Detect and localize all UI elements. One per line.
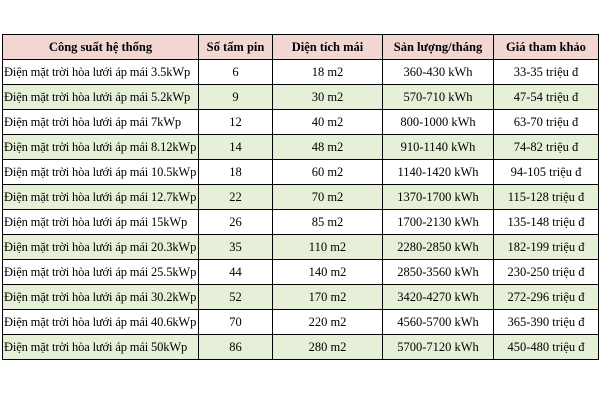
cell-roof-area: 30 m2 [272, 84, 383, 110]
cell-monthly-output: 3420-4270 kWh [382, 284, 494, 310]
cell-system-capacity: Điện mặt trời hòa lưới áp mái 8.12kWp [2, 134, 199, 160]
cell-system-capacity: Điện mặt trời hòa lưới áp mái 30.2kWp [2, 284, 199, 310]
cell-monthly-output: 1140-1420 kWh [382, 159, 494, 185]
cell-panel-count: 70 [198, 309, 273, 335]
cell-roof-area: 110 m2 [272, 234, 383, 260]
cell-reference-price: 63-70 triệu đ [493, 109, 599, 135]
solar-pricing-table: Công suất hệ thống Số tấm pin Diện tích … [2, 34, 599, 360]
cell-system-capacity: Điện mặt trời hòa lưới áp mái 15kWp [2, 209, 199, 235]
cell-roof-area: 70 m2 [272, 184, 383, 210]
cell-monthly-output: 1370-1700 kWh [382, 184, 494, 210]
table-row: Điện mặt trời hòa lưới áp mái 7kWp 12 40… [2, 109, 599, 135]
cell-reference-price: 272-296 triệu đ [493, 284, 599, 310]
table-row: Điện mặt trời hòa lưới áp mái 15kWp 26 8… [2, 209, 599, 235]
cell-roof-area: 18 m2 [272, 59, 383, 85]
header-system-capacity: Công suất hệ thống [2, 34, 199, 60]
cell-reference-price: 33-35 triệu đ [493, 59, 599, 85]
pricing-table-container: Công suất hệ thống Số tấm pin Diện tích … [2, 34, 599, 360]
cell-panel-count: 35 [198, 234, 273, 260]
table-row: Điện mặt trời hòa lưới áp mái 50kWp 86 2… [2, 334, 599, 360]
table-row: Điện mặt trời hòa lưới áp mái 8.12kWp 14… [2, 134, 599, 160]
cell-system-capacity: Điện mặt trời hòa lưới áp mái 5.2kWp [2, 84, 199, 110]
cell-panel-count: 22 [198, 184, 273, 210]
cell-panel-count: 52 [198, 284, 273, 310]
cell-roof-area: 40 m2 [272, 109, 383, 135]
cell-panel-count: 9 [198, 84, 273, 110]
cell-roof-area: 220 m2 [272, 309, 383, 335]
cell-reference-price: 135-148 triệu đ [493, 209, 599, 235]
cell-system-capacity: Điện mặt trời hòa lưới áp mái 3.5kWp [2, 59, 199, 85]
cell-reference-price: 450-480 triệu đ [493, 334, 599, 360]
cell-monthly-output: 2850-3560 kWh [382, 259, 494, 285]
cell-monthly-output: 2280-2850 kWh [382, 234, 494, 260]
cell-system-capacity: Điện mặt trời hòa lưới áp mái 7kWp [2, 109, 199, 135]
header-reference-price: Giá tham khảo [493, 34, 599, 60]
cell-monthly-output: 910-1140 kWh [382, 134, 494, 160]
table-row: Điện mặt trời hòa lưới áp mái 5.2kWp 9 3… [2, 84, 599, 110]
cell-system-capacity: Điện mặt trời hòa lưới áp mái 25.5kWp [2, 259, 199, 285]
cell-system-capacity: Điện mặt trời hòa lưới áp mái 20.3kWp [2, 234, 199, 260]
cell-reference-price: 94-105 triệu đ [493, 159, 599, 185]
cell-system-capacity: Điện mặt trời hòa lưới áp mái 12.7kWp [2, 184, 199, 210]
cell-monthly-output: 570-710 kWh [382, 84, 494, 110]
cell-panel-count: 44 [198, 259, 273, 285]
cell-monthly-output: 5700-7120 kWh [382, 334, 494, 360]
cell-monthly-output: 1700-2130 kWh [382, 209, 494, 235]
cell-reference-price: 74-82 triệu đ [493, 134, 599, 160]
cell-panel-count: 12 [198, 109, 273, 135]
cell-system-capacity: Điện mặt trời hòa lưới áp mái 40.6kWp [2, 309, 199, 335]
cell-system-capacity: Điện mặt trời hòa lưới áp mái 50kWp [2, 334, 199, 360]
cell-roof-area: 280 m2 [272, 334, 383, 360]
cell-reference-price: 115-128 triệu đ [493, 184, 599, 210]
cell-monthly-output: 800-1000 kWh [382, 109, 494, 135]
table-row: Điện mặt trời hòa lưới áp mái 3.5kWp 6 1… [2, 59, 599, 85]
cell-system-capacity: Điện mặt trời hòa lưới áp mái 10.5kWp [2, 159, 199, 185]
table-row: Điện mặt trời hòa lưới áp mái 40.6kWp 70… [2, 309, 599, 335]
cell-panel-count: 14 [198, 134, 273, 160]
table-row: Điện mặt trời hòa lưới áp mái 30.2kWp 52… [2, 284, 599, 310]
cell-reference-price: 365-390 triệu đ [493, 309, 599, 335]
table-row: Điện mặt trời hòa lưới áp mái 20.3kWp 35… [2, 234, 599, 260]
cell-panel-count: 18 [198, 159, 273, 185]
header-monthly-output: Sản lượng/tháng [382, 34, 494, 60]
cell-reference-price: 230-250 triệu đ [493, 259, 599, 285]
cell-roof-area: 140 m2 [272, 259, 383, 285]
cell-roof-area: 85 m2 [272, 209, 383, 235]
cell-reference-price: 47-54 triệu đ [493, 84, 599, 110]
table-row: Điện mặt trời hòa lưới áp mái 25.5kWp 44… [2, 259, 599, 285]
table-row: Điện mặt trời hòa lưới áp mái 10.5kWp 18… [2, 159, 599, 185]
cell-panel-count: 86 [198, 334, 273, 360]
cell-monthly-output: 360-430 kWh [382, 59, 494, 85]
cell-roof-area: 170 m2 [272, 284, 383, 310]
header-panel-count: Số tấm pin [198, 34, 273, 60]
cell-roof-area: 60 m2 [272, 159, 383, 185]
cell-panel-count: 26 [198, 209, 273, 235]
cell-panel-count: 6 [198, 59, 273, 85]
cell-reference-price: 182-199 triệu đ [493, 234, 599, 260]
table-header-row: Công suất hệ thống Số tấm pin Diện tích … [2, 34, 599, 60]
cell-roof-area: 48 m2 [272, 134, 383, 160]
cell-monthly-output: 4560-5700 kWh [382, 309, 494, 335]
table-row: Điện mặt trời hòa lưới áp mái 12.7kWp 22… [2, 184, 599, 210]
header-roof-area: Diện tích mái [272, 34, 383, 60]
